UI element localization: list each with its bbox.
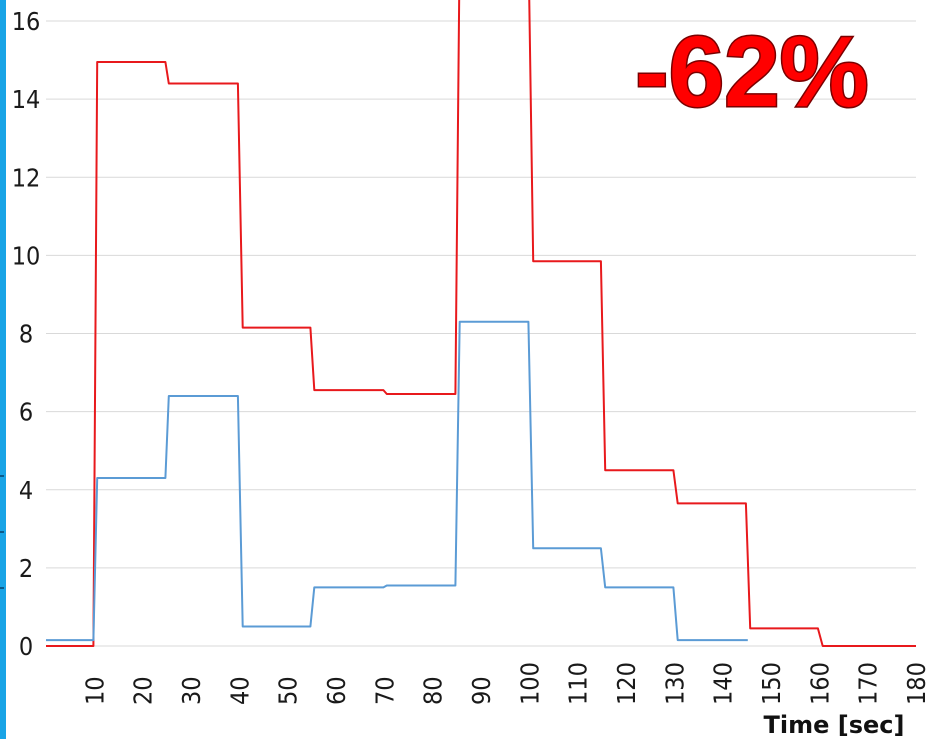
y-tick-label: 0 <box>19 632 33 661</box>
x-tick-label: 150 <box>757 662 786 705</box>
left-border <box>0 0 6 739</box>
y-tick-label: 4 <box>19 476 33 505</box>
y-tick-label: 2 <box>19 554 33 583</box>
x-tick-label: 90 <box>467 676 496 705</box>
x-tick-label: 110 <box>564 662 593 705</box>
x-axis-ticks: 10 20 30 40 50 60 70 80 90 100 110 120 130 140 150 160 1… <box>80 662 931 705</box>
y-tick-label: 10 <box>12 241 41 270</box>
gridlines <box>46 20 916 647</box>
series-line-1 <box>46 0 916 647</box>
x-tick-label: 170 <box>854 662 883 705</box>
y-tick-label: 12 <box>12 163 41 192</box>
x-tick-label: 40 <box>225 676 254 705</box>
y-tick-label: 8 <box>19 320 33 349</box>
x-axis-title: Time [sec] <box>764 711 905 739</box>
x-tick-label: 100 <box>515 662 544 705</box>
x-tick-label: 60 <box>322 676 351 705</box>
x-tick-label: 130 <box>660 662 689 705</box>
x-tick-label: 20 <box>129 676 158 705</box>
x-tick-label: 80 <box>419 676 448 705</box>
x-tick-label: 50 <box>274 676 303 705</box>
reduction-annotation: -62% <box>635 16 868 128</box>
x-tick-label: 160 <box>805 662 834 705</box>
y-axis-ticks: 0 2 4 6 8 10 12 14 16 <box>12 7 41 661</box>
x-tick-label: 10 <box>80 676 109 705</box>
x-tick-label: 140 <box>709 662 738 705</box>
x-tick-label: 120 <box>612 662 641 705</box>
series-line-2 <box>46 320 748 642</box>
y-tick-label: 6 <box>19 398 33 427</box>
chart-series <box>46 0 916 647</box>
x-tick-label: 70 <box>370 676 399 705</box>
y-tick-label: 14 <box>12 85 41 114</box>
x-tick-label: 180 <box>902 662 931 705</box>
x-tick-label: 30 <box>177 676 206 705</box>
y-tick-label: 16 <box>12 7 41 36</box>
